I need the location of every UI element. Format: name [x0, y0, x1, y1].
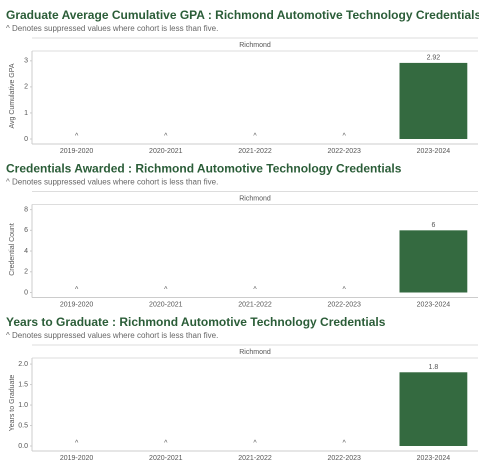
value-label: ^ [75, 440, 79, 447]
y-tick-label: 2 [24, 84, 28, 91]
x-tick-label: 2021-2022 [238, 455, 272, 462]
x-tick-label: 2022-2023 [327, 301, 361, 308]
x-tick-label: 2020-2021 [149, 455, 183, 462]
bar [399, 230, 468, 293]
y-axis-label: Credential Count [9, 223, 16, 276]
x-tick-label: 2020-2021 [149, 148, 183, 155]
x-tick-label: 2020-2021 [149, 301, 183, 308]
y-tick-label: 4 [24, 248, 28, 255]
x-tick-label: 2023-2024 [417, 148, 451, 155]
x-tick-label: 2021-2022 [238, 301, 272, 308]
y-tick-label: 0 [24, 289, 28, 296]
value-label: 2.92 [427, 55, 441, 62]
y-tick-label: 6 [24, 227, 28, 234]
x-tick-label: 2021-2022 [238, 148, 272, 155]
y-axis-label: Avg Cumulative GPA [9, 63, 16, 128]
y-tick-label: 0.5 [18, 422, 28, 429]
bar [399, 372, 468, 446]
x-tick-label: 2022-2023 [327, 148, 361, 155]
y-tick-label: 3 [24, 58, 28, 65]
x-tick-label: 2019-2020 [60, 455, 94, 462]
value-label: ^ [253, 286, 257, 293]
y-tick-label: 1.5 [18, 381, 28, 388]
value-label: ^ [343, 286, 347, 293]
x-tick-label: 2019-2020 [60, 148, 94, 155]
x-tick-label: 2022-2023 [327, 455, 361, 462]
x-tick-label: 2023-2024 [417, 455, 451, 462]
chart-title: Credentials Awarded : Richmond Automotiv… [6, 162, 402, 176]
value-label: ^ [75, 133, 79, 140]
panel-label: Richmond [239, 195, 271, 202]
value-label: ^ [164, 440, 168, 447]
chart-title: Graduate Average Cumulative GPA : Richmo… [6, 8, 479, 22]
y-tick-label: 8 [24, 206, 28, 213]
chart-title: Years to Graduate : Richmond Automotive … [6, 315, 386, 329]
chart-subtitle: ^ Denotes suppressed values where cohort… [6, 331, 218, 340]
value-label: ^ [75, 286, 79, 293]
chart-subtitle: ^ Denotes suppressed values where cohort… [6, 178, 218, 187]
value-label: ^ [253, 440, 257, 447]
x-tick-label: 2019-2020 [60, 301, 94, 308]
panel-label: Richmond [239, 42, 271, 49]
value-label: ^ [164, 286, 168, 293]
chart-subtitle: ^ Denotes suppressed values where cohort… [6, 24, 218, 33]
y-tick-label: 2 [24, 269, 28, 276]
y-axis-label: Years to Graduate [9, 375, 16, 432]
panel-label: Richmond [239, 349, 271, 356]
value-label: ^ [343, 440, 347, 447]
value-label: ^ [164, 133, 168, 140]
y-tick-label: 1 [24, 110, 28, 117]
value-label: 1.8 [429, 364, 439, 371]
value-label: 6 [431, 222, 435, 229]
y-tick-label: 1.0 [18, 402, 28, 409]
x-tick-label: 2023-2024 [417, 301, 451, 308]
y-tick-label: 2.0 [18, 361, 28, 368]
bar [399, 62, 468, 139]
y-tick-label: 0.0 [18, 443, 28, 450]
value-label: ^ [253, 133, 257, 140]
y-tick-label: 0 [24, 136, 28, 143]
value-label: ^ [343, 133, 347, 140]
